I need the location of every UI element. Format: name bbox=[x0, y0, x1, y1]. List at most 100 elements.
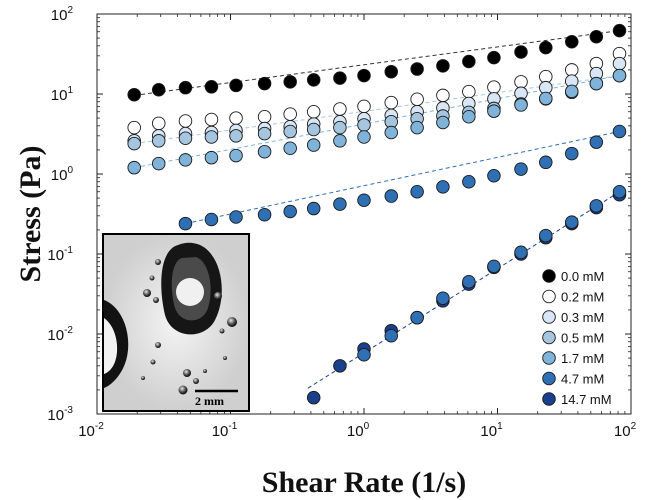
data-point bbox=[565, 215, 579, 229]
data-point bbox=[151, 156, 166, 171]
bubble bbox=[227, 317, 237, 327]
data-point bbox=[229, 129, 243, 143]
data-point bbox=[127, 120, 141, 135]
data-point bbox=[204, 80, 219, 94]
data-point bbox=[204, 112, 219, 127]
legend-marker bbox=[542, 371, 556, 386]
data-point bbox=[151, 116, 166, 131]
legend-marker bbox=[542, 392, 556, 406]
data-point bbox=[306, 73, 321, 87]
data-point bbox=[306, 122, 321, 137]
data-point bbox=[539, 228, 553, 243]
y-tick-label: 10-2 bbox=[47, 325, 73, 344]
data-point bbox=[357, 118, 371, 132]
data-point bbox=[357, 99, 371, 114]
data-point bbox=[127, 160, 141, 175]
data-point bbox=[539, 155, 553, 170]
data-markers bbox=[127, 23, 627, 405]
bubble bbox=[153, 297, 159, 303]
data-point bbox=[333, 197, 347, 211]
data-point bbox=[462, 109, 476, 124]
bubble bbox=[183, 369, 191, 377]
bubble bbox=[155, 342, 161, 348]
data-point bbox=[436, 88, 450, 103]
data-point bbox=[357, 348, 371, 362]
legend-marker bbox=[542, 310, 556, 324]
fit-line bbox=[134, 75, 620, 145]
data-point bbox=[612, 56, 627, 71]
data-point bbox=[283, 124, 297, 139]
data-point bbox=[487, 50, 501, 65]
data-point bbox=[127, 87, 141, 102]
y-axis-ticks: 10-3 10-2 10-1 100 101 102 bbox=[47, 5, 631, 424]
bubble bbox=[178, 385, 188, 395]
data-point bbox=[333, 102, 347, 116]
legend-marker bbox=[542, 289, 556, 304]
data-point bbox=[283, 75, 297, 89]
data-point bbox=[487, 169, 501, 183]
data-point bbox=[436, 291, 450, 305]
data-point bbox=[410, 184, 424, 199]
data-point bbox=[257, 109, 272, 124]
data-point bbox=[487, 259, 501, 274]
data-point bbox=[589, 135, 604, 149]
fit-lines bbox=[134, 30, 620, 389]
y-tick-label: 102 bbox=[51, 5, 74, 24]
data-point bbox=[283, 107, 297, 121]
legend-label: 0.3 mM bbox=[561, 310, 604, 325]
legend-label: 0.0 mM bbox=[561, 269, 604, 284]
data-point bbox=[410, 62, 424, 76]
data-point bbox=[462, 274, 476, 289]
data-point bbox=[257, 207, 272, 222]
data-point bbox=[257, 126, 272, 141]
bubble bbox=[141, 376, 145, 380]
data-point bbox=[612, 23, 627, 38]
data-point bbox=[514, 98, 528, 112]
data-point bbox=[384, 95, 399, 110]
data-point bbox=[410, 92, 424, 106]
data-point bbox=[565, 34, 579, 49]
fit-line bbox=[134, 30, 620, 96]
legend-marker bbox=[542, 330, 556, 345]
data-point bbox=[333, 71, 347, 85]
data-point bbox=[357, 130, 371, 144]
data-point bbox=[229, 78, 243, 93]
y-tick-label: 10-1 bbox=[47, 245, 73, 264]
data-point bbox=[514, 45, 528, 59]
data-point bbox=[204, 130, 219, 144]
x-tick-label: 102 bbox=[614, 421, 637, 440]
data-point bbox=[306, 104, 321, 119]
data-point bbox=[384, 64, 399, 79]
data-point bbox=[333, 120, 347, 135]
bubble bbox=[193, 378, 199, 384]
data-point bbox=[306, 201, 321, 216]
legend-marker bbox=[542, 269, 556, 283]
bubble bbox=[155, 259, 161, 265]
x-tick-label: 100 bbox=[347, 421, 370, 440]
data-point bbox=[589, 76, 604, 91]
data-point bbox=[306, 138, 321, 152]
fit-line bbox=[307, 191, 620, 389]
data-point bbox=[410, 120, 424, 135]
data-point bbox=[612, 68, 627, 83]
data-point bbox=[589, 29, 604, 44]
data-point bbox=[589, 199, 604, 213]
x-tick-label: 10-2 bbox=[78, 421, 104, 440]
data-point bbox=[178, 153, 193, 167]
data-point bbox=[539, 40, 553, 55]
data-point bbox=[333, 359, 347, 373]
data-point bbox=[151, 83, 166, 97]
data-point bbox=[487, 104, 501, 118]
bubble bbox=[223, 356, 227, 360]
data-point bbox=[436, 59, 450, 73]
data-point bbox=[384, 329, 399, 343]
data-point bbox=[612, 184, 627, 199]
data-point bbox=[487, 80, 501, 94]
data-point bbox=[333, 134, 347, 148]
data-point bbox=[178, 131, 193, 145]
legend-label: 1.7 mM bbox=[561, 351, 604, 366]
x-tick-label: 10-1 bbox=[212, 421, 238, 440]
data-point bbox=[565, 146, 579, 161]
inset-image: 2 mm bbox=[102, 233, 250, 412]
